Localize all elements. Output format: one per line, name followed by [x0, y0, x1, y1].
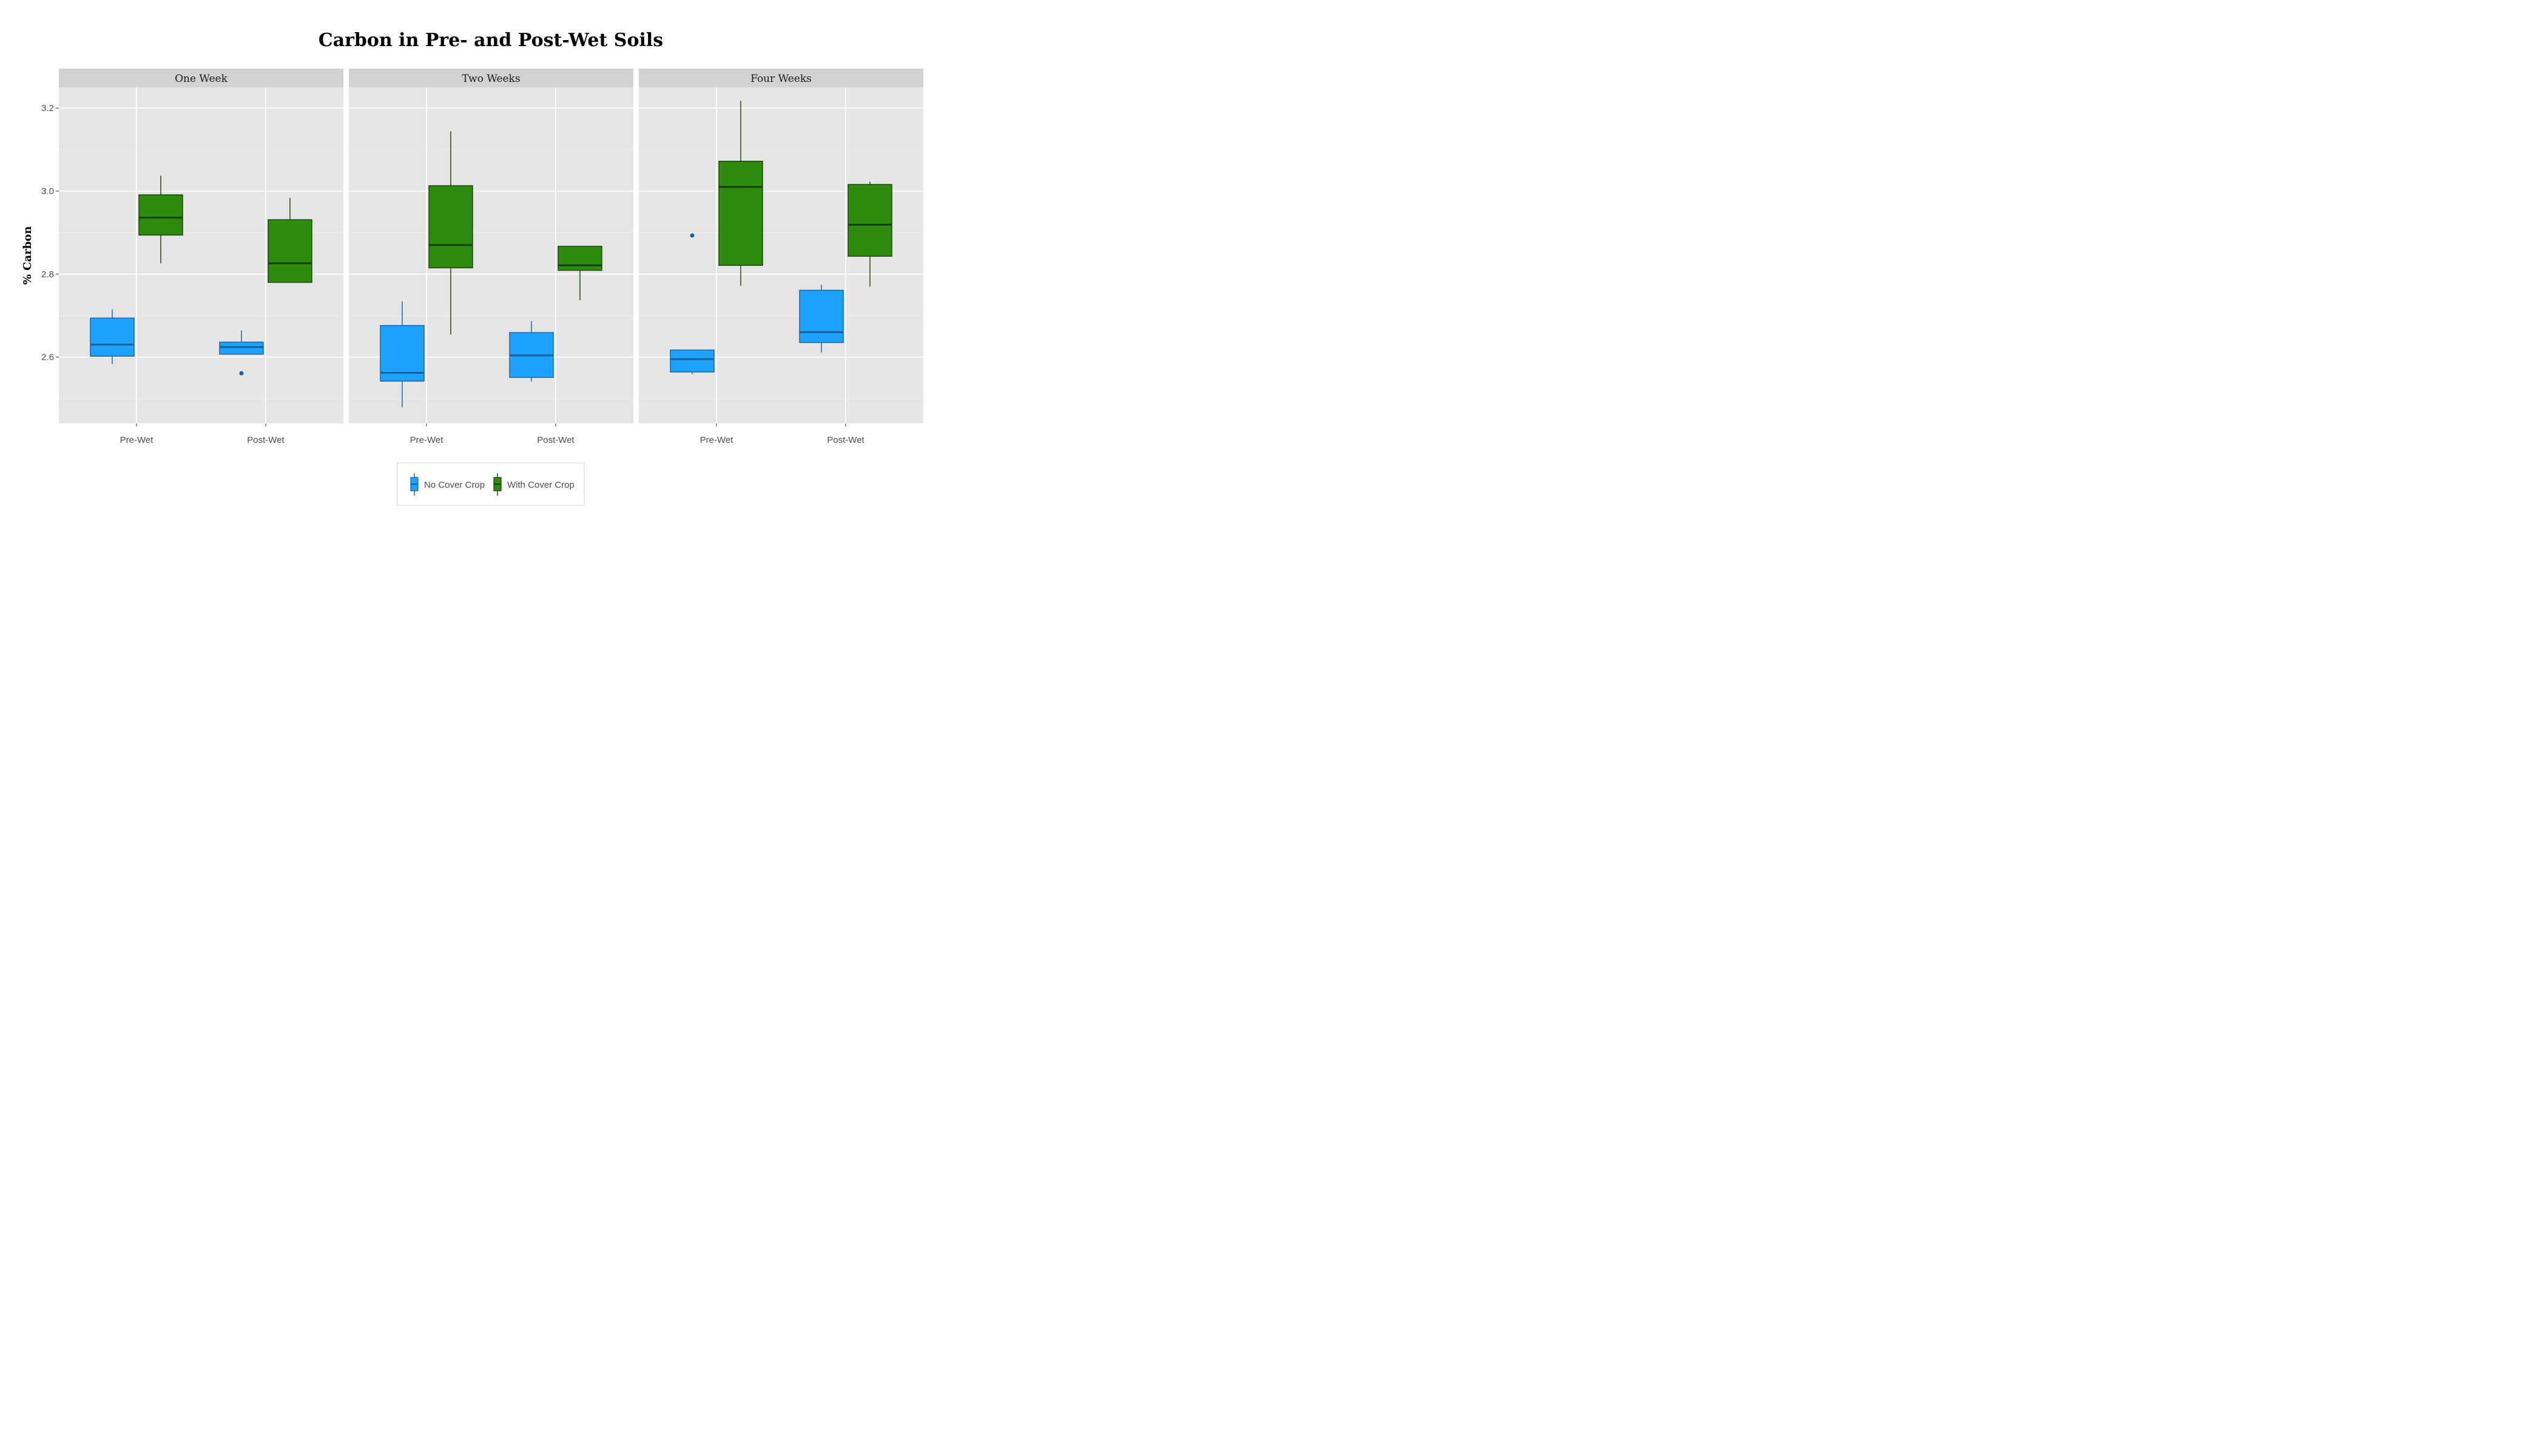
facet-panel: Two Weeks Pre-Wet Post-Wet [349, 69, 633, 445]
x-tick-label: Pre-Wet [700, 435, 734, 445]
box-body [138, 194, 183, 236]
facet-strip [639, 69, 923, 87]
box-element [799, 285, 844, 353]
chart: Carbon in Pre- and Post-Wet Soils % Carb… [21, 30, 923, 506]
outlier-point [690, 233, 695, 238]
chart-title: Carbon in Pre- and Post-Wet Soils [318, 30, 663, 51]
box-element [428, 131, 473, 335]
x-tick-label: Post-Wet [827, 435, 864, 445]
y-axis: 2.6 2.8 3.0 3.2 [41, 103, 59, 363]
box-element [268, 197, 312, 283]
x-tick-label: Pre-Wet [410, 435, 444, 445]
box-body [219, 342, 264, 355]
box-element [718, 100, 763, 286]
box-body [428, 185, 473, 269]
y-tick-label: 3.2 [41, 103, 54, 113]
box-body [670, 349, 715, 372]
x-tick-label: Post-Wet [247, 435, 285, 445]
facet-panel: Four Weeks Pre-Wet Post-Wet [639, 69, 923, 445]
box-body [268, 219, 312, 283]
facet-panels: One Week Pre-Wet Post-Wet Two Weeks Pre-Wet P… [59, 69, 923, 445]
x-tick-label: Post-Wet [537, 435, 575, 445]
box-body [558, 246, 602, 271]
x-tick-label: Pre-Wet [120, 435, 154, 445]
y-tick-label: 3.0 [41, 186, 54, 197]
facet-strip [59, 69, 343, 87]
box-element [558, 246, 602, 300]
box-element [509, 321, 554, 382]
legend-label: No Cover Crop [424, 480, 485, 490]
box-element [670, 233, 715, 374]
box-element [380, 301, 425, 408]
facet-strip [349, 69, 633, 87]
box-element [848, 181, 892, 287]
box-body [380, 325, 425, 382]
y-axis-label: % Carbon [21, 226, 34, 285]
y-tick-label: 2.6 [41, 352, 54, 363]
box-body [90, 317, 135, 357]
facet-strip-label: One Week [175, 73, 228, 85]
outlier-point [239, 371, 244, 376]
facet-strip-label: Four Weeks [750, 73, 812, 85]
facet-panel: One Week Pre-Wet Post-Wet [59, 69, 343, 445]
box-body [848, 184, 892, 257]
box-body [799, 289, 844, 343]
box-element [138, 175, 183, 263]
box-element [90, 309, 135, 365]
y-tick-label: 2.8 [41, 269, 54, 280]
legend-frame [397, 462, 585, 506]
box-body [718, 161, 763, 266]
legend: No Cover Crop With Cover Crop [397, 462, 585, 506]
facet-strip-label: Two Weeks [462, 73, 520, 85]
box-element [219, 330, 264, 376]
legend-label: With Cover Crop [507, 480, 575, 490]
